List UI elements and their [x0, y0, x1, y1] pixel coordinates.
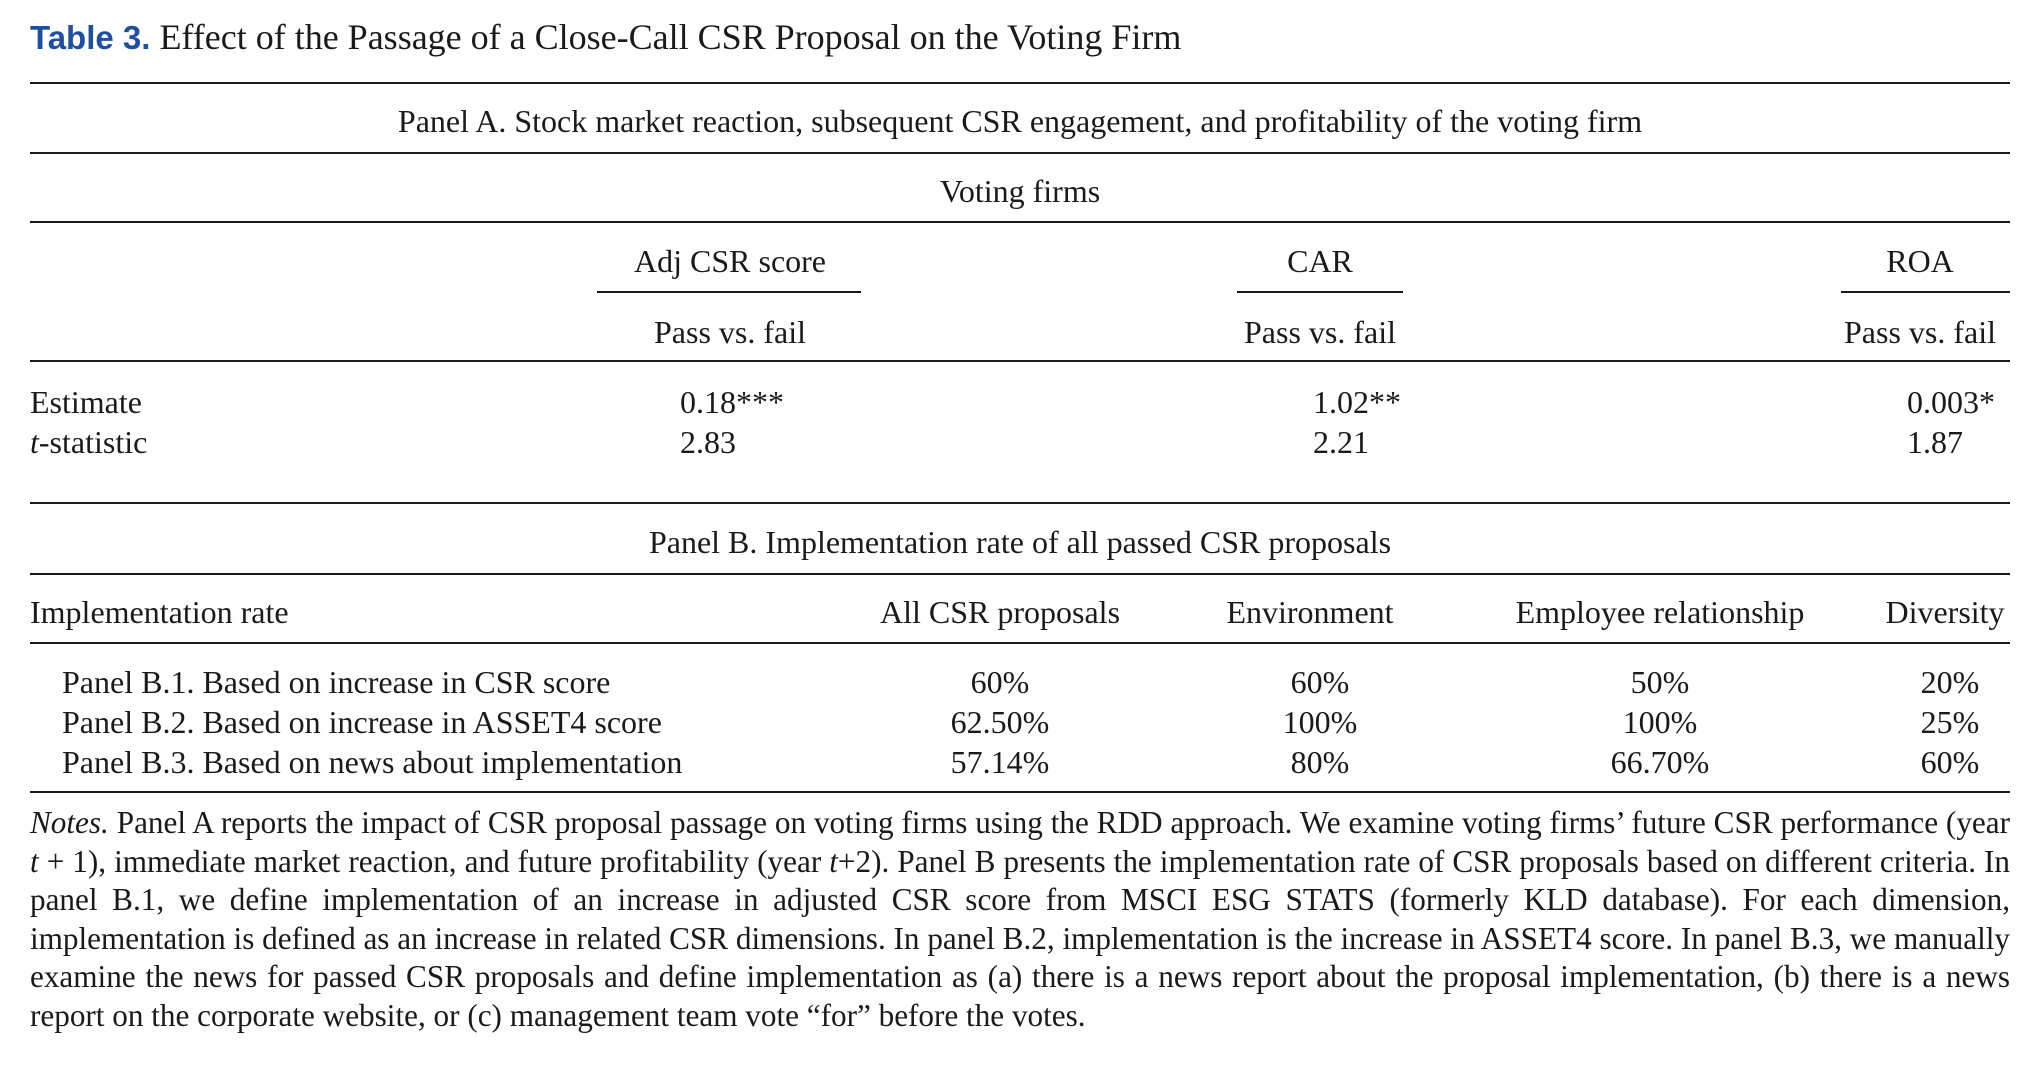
table-title: Effect of the Passage of a Close-Call CS…	[159, 17, 1182, 57]
rule	[30, 573, 2010, 575]
panel-b-header-all: All CSR proposals	[879, 594, 1121, 630]
top-rule	[30, 82, 2010, 84]
table-cell: 50%	[1630, 664, 1690, 700]
notes-var: t	[30, 843, 39, 879]
rule	[30, 360, 2010, 362]
col-subheader: Pass vs. fail	[654, 314, 806, 350]
col-header-car: CAR	[1287, 243, 1353, 279]
table-cell: 20%	[1920, 664, 1980, 700]
tstat-suffix: -statistic	[38, 424, 148, 460]
table-cell: 80%	[1290, 744, 1350, 780]
bottom-rule	[30, 791, 2010, 793]
table-cell: 100%	[1282, 704, 1358, 740]
col-subheader: Pass vs. fail	[1844, 314, 1996, 350]
rule	[30, 502, 2010, 504]
col-underline	[1841, 291, 2010, 293]
row-label-tstat: t-statistic	[30, 422, 147, 462]
table-cell: 62.50%	[950, 704, 1050, 740]
tstat-italic-t: t	[30, 424, 39, 460]
table-figure: Table 3. Effect of the Passage of a Clos…	[30, 0, 2010, 1080]
table-cell: 100%	[1622, 704, 1698, 740]
panel-b-header-label: Implementation rate	[30, 594, 289, 630]
col-underline	[1237, 291, 1403, 293]
rule	[30, 642, 2010, 644]
table-notes: Notes. Panel A reports the impact of CSR…	[30, 804, 2010, 1035]
panel-b-header-employee: Employee relationship	[1515, 594, 1805, 630]
table-cell: 25%	[1920, 704, 1980, 740]
table-row-label: Panel B.1. Based on increase in CSR scor…	[62, 664, 611, 700]
voting-firms-header: Voting firms	[939, 173, 1101, 209]
col-subheader: Pass vs. fail	[1244, 314, 1396, 350]
tstat-car: 2.21	[1313, 424, 1369, 460]
panel-a-title: Panel A. Stock market reaction, subseque…	[397, 103, 1643, 139]
table-cell: 60%	[970, 664, 1030, 700]
row-label-estimate: Estimate	[30, 384, 142, 420]
notes-text: +2). Panel B presents the implementation…	[30, 843, 2011, 1033]
rule	[30, 221, 2010, 223]
estimate-adj-csr: 0.18***	[680, 384, 784, 420]
notes-text: + 1), immediate market reaction, and fut…	[38, 843, 830, 879]
table-cell: 60%	[1920, 744, 1980, 780]
notes-text: Panel A reports the impact of CSR propos…	[108, 805, 2010, 840]
panel-b-header-diversity: Diversity	[1885, 594, 2005, 630]
col-underline	[597, 291, 861, 293]
panel-b-title: Panel B. Implementation rate of all pass…	[648, 524, 1392, 560]
table-caption: Table 3. Effect of the Passage of a Clos…	[30, 12, 1181, 63]
col-header-adj-csr: Adj CSR score	[634, 243, 826, 279]
tstat-adj-csr: 2.83	[680, 424, 736, 460]
tstat-roa: 1.87	[1907, 424, 1963, 460]
panel-b-header-env: Environment	[1226, 594, 1394, 630]
notes-var: t	[829, 843, 838, 879]
table-label: Table 3.	[30, 19, 151, 56]
rule	[30, 152, 2010, 154]
estimate-car: 1.02**	[1313, 384, 1401, 420]
table-row-label: Panel B.3. Based on news about implement…	[62, 744, 683, 780]
table-cell: 60%	[1290, 664, 1350, 700]
table-row-label: Panel B.2. Based on increase in ASSET4 s…	[62, 704, 662, 740]
table-cell: 57.14%	[950, 744, 1050, 780]
estimate-roa: 0.003*	[1907, 384, 1995, 420]
notes-label: Notes.	[30, 805, 109, 840]
table-cell: 66.70%	[1610, 744, 1710, 780]
col-header-roa: ROA	[1886, 243, 1954, 279]
